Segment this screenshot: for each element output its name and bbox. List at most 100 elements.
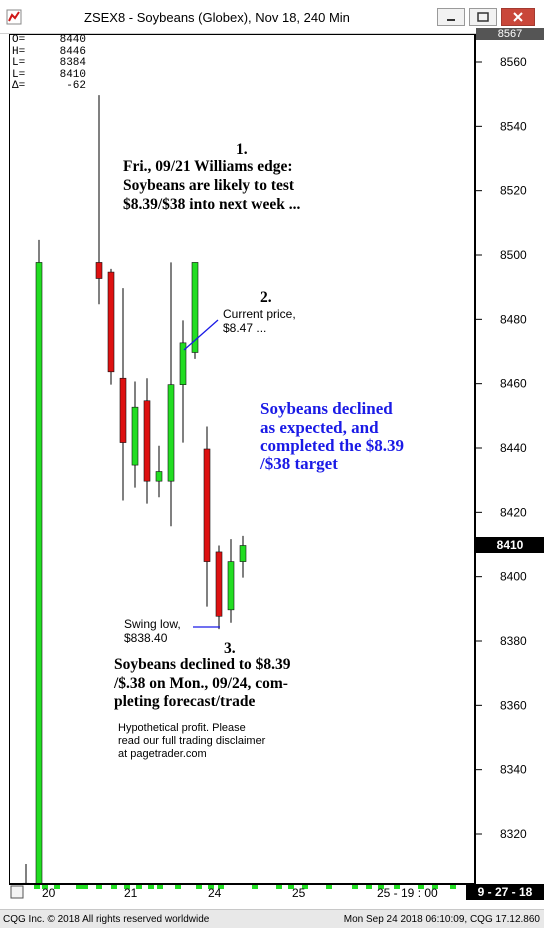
price-tick-label: 8420	[500, 505, 527, 519]
time-axis-mark	[366, 885, 372, 889]
disclaimer-line-2: read our full trading disclaimer	[118, 735, 266, 747]
chart-plot-area[interactable]	[9, 34, 475, 884]
candle-up	[179, 342, 187, 385]
time-axis-mark	[218, 885, 224, 889]
time-axis-mark	[34, 885, 40, 889]
candle-down	[203, 448, 211, 562]
close-button[interactable]	[501, 8, 535, 26]
note-3-number: 3.	[224, 640, 236, 657]
close-icon	[513, 12, 523, 22]
candle-down	[95, 262, 103, 279]
time-label-25-1900: 25 - 19 : 00	[377, 886, 438, 900]
time-axis-scrollbar[interactable]	[30, 885, 466, 899]
time-axis-mark	[288, 885, 294, 889]
cqg-app-icon	[6, 9, 22, 25]
minimize-button[interactable]	[437, 8, 465, 26]
candlestick-chart	[22, 95, 247, 883]
disclaimer-line-3: at pagetrader.com	[118, 748, 207, 760]
price-tick-label: 8320	[500, 827, 527, 841]
candle-up	[35, 262, 43, 883]
time-axis-mark	[418, 885, 424, 889]
candle-down	[143, 400, 151, 482]
note-1-number: 1.	[236, 141, 248, 158]
candle-down	[119, 377, 127, 443]
time-axis-mark	[252, 885, 258, 889]
note-3-line-1: Soybeans declined to $8.39	[114, 656, 291, 673]
window-title: ZSEX8 - Soybeans (Globex), Nov 18, 240 M…	[84, 10, 350, 25]
time-axis-mark	[394, 885, 400, 889]
price-tick-label: 8520	[500, 184, 527, 198]
candle-up	[155, 471, 163, 482]
time-axis-mark	[208, 885, 214, 889]
time-axis-mark	[352, 885, 358, 889]
time-axis-mark	[136, 885, 142, 889]
minimize-icon	[447, 19, 455, 21]
time-axis-mark	[111, 885, 117, 889]
price-tick-label: 8460	[500, 377, 527, 391]
time-label-24: 24	[208, 886, 222, 900]
swing-low-line-1: Swing low,	[124, 617, 181, 631]
price-tick-label: 8560	[500, 55, 527, 69]
time-axis-mark	[82, 885, 88, 889]
price-axis[interactable]: 8560 8540 8520 8500 8480 8460 8440 8420 8400 8380…	[475, 34, 544, 884]
note-3-line-3: pleting forecast/trade	[114, 693, 256, 710]
ohlc-row-open: O= 8440	[12, 34, 86, 46]
disclaimer-line-1: Hypothetical profit. Please	[118, 722, 246, 734]
time-axis-mark	[450, 885, 456, 889]
time-axis[interactable]	[9, 884, 544, 900]
time-axis-mark	[196, 885, 202, 889]
maximize-button[interactable]	[469, 8, 497, 26]
note-1-line-3: $8.39/$38 into next week ...	[123, 196, 301, 213]
blue-note-line-2: as expected, and	[260, 418, 379, 437]
scroll-handle-icon[interactable]	[10, 885, 24, 899]
ohlc-row-change: Δ= -62	[12, 80, 86, 93]
time-axis-mark	[157, 885, 163, 889]
note-1-line-2: Soybeans are likely to test	[123, 177, 295, 194]
status-footer: CQG Inc. © 2018 All rights reserved worl…	[0, 909, 544, 928]
time-axis-marks	[34, 885, 456, 889]
current-price-pointer	[183, 319, 219, 351]
swing-low-line-2: $838.40	[124, 631, 168, 645]
time-axis-mark	[54, 885, 60, 889]
timestamp-text: Mon Sep 24 2018 06:10:09, CQG 17.12.860	[343, 914, 540, 925]
candle-up	[191, 262, 199, 353]
price-tick-label: 8360	[500, 698, 527, 712]
price-tick-label: 8440	[500, 441, 527, 455]
price-tick-label: 8340	[500, 763, 527, 777]
blue-note-line-4: /$38 target	[260, 454, 338, 473]
time-axis-mark	[175, 885, 181, 889]
time-axis-mark	[378, 885, 384, 889]
time-axis-mark	[42, 885, 48, 889]
blue-note-line-3: completed the $8.39	[260, 436, 405, 455]
ohlc-row-last: L= 8410	[12, 68, 86, 81]
price-tick-label: 8540	[500, 119, 527, 133]
time-axis-mark	[76, 885, 82, 889]
time-axis-mark	[326, 885, 332, 889]
note-3-line-2: /$.38 on Mon., 09/24, com-	[114, 675, 288, 692]
candle-up	[167, 384, 175, 482]
time-axis-mark	[124, 885, 130, 889]
current-price-marker: 8410	[476, 537, 544, 553]
ohlc-info-panel: O= 8440 H= 8446 L= 8384 L= 8410 Δ= -62	[12, 34, 86, 93]
candle-up	[131, 406, 139, 466]
price-tick-label: 8500	[500, 248, 527, 262]
price-tick-label: 8380	[500, 634, 527, 648]
candle-up	[227, 561, 235, 611]
maximize-icon	[477, 12, 489, 22]
window-titlebar: ZSEX8 - Soybeans (Globex), Nov 18, 240 M…	[0, 0, 544, 34]
time-label-21: 21	[124, 886, 138, 900]
time-label-20: 20	[42, 886, 56, 900]
time-label-25: 25	[292, 886, 306, 900]
time-axis-mark	[96, 885, 102, 889]
blue-note-line-1: Soybeans declined	[260, 399, 393, 418]
time-axis-mark	[276, 885, 282, 889]
time-axis-mark	[302, 885, 308, 889]
candle-down	[215, 551, 223, 617]
note-1-line-1: Fri., 09/21 Williams edge:	[123, 158, 293, 175]
ohlc-row-high: H= 8446	[12, 45, 86, 58]
candle-up	[239, 545, 247, 562]
time-axis-mark	[148, 885, 154, 889]
candle-down	[107, 271, 115, 373]
ohlc-row-low: L= 8384	[12, 57, 86, 70]
time-axis-mark	[432, 885, 438, 889]
